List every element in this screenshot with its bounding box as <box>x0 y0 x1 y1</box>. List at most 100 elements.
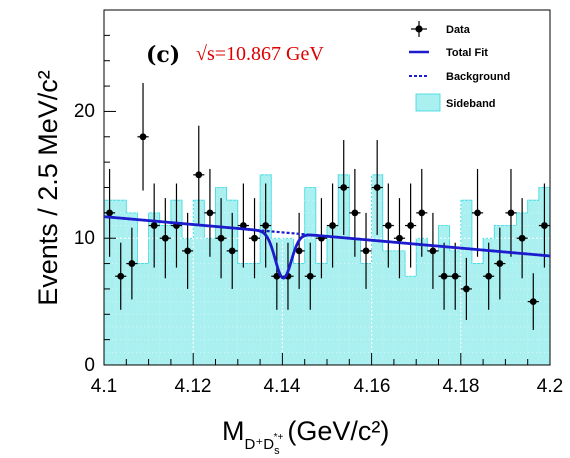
data-marker <box>206 209 214 217</box>
sideband-bar <box>170 200 183 365</box>
data-point <box>416 168 428 257</box>
x-tick-label: 4.1 <box>91 376 117 397</box>
data-point <box>405 183 417 268</box>
sideband-bar <box>516 212 528 365</box>
data-marker <box>507 209 515 217</box>
data-marker <box>529 298 537 306</box>
data-marker <box>228 247 236 255</box>
data-marker <box>329 222 336 229</box>
x-tick-label: 4.14 <box>264 376 301 397</box>
data-marker <box>150 222 158 229</box>
data-point <box>204 168 216 257</box>
sideband-bar <box>360 263 372 365</box>
sideband-bar <box>393 250 406 365</box>
sideband-bar <box>405 276 417 365</box>
data-point <box>371 140 383 235</box>
data-marker <box>184 247 192 255</box>
sideband-bar <box>104 200 116 365</box>
sideband-bar <box>248 263 261 365</box>
sideband-bar <box>349 238 361 365</box>
legend-label: Data <box>446 24 471 36</box>
x-tick-label: 4.18 <box>443 376 480 397</box>
data-point <box>248 198 261 279</box>
data-marker <box>295 247 303 255</box>
sideband-bar <box>505 225 517 365</box>
x-axis-title: MD⁺Ds *+ (GeV/c²) <box>222 416 389 457</box>
data-marker <box>195 171 203 179</box>
data-marker <box>117 272 125 280</box>
data-point <box>104 168 116 257</box>
sideband-bar <box>260 174 272 365</box>
total-fit-curve <box>103 215 551 280</box>
legend-data-marker <box>415 25 423 33</box>
data-point <box>494 227 506 300</box>
data-point <box>382 183 394 268</box>
data-marker <box>440 272 448 280</box>
data-point <box>338 140 350 235</box>
data-marker <box>474 209 481 217</box>
data-points <box>104 82 550 330</box>
data-point <box>226 212 238 289</box>
data-marker <box>384 222 392 229</box>
x-tick-label: 4.12 <box>175 376 212 397</box>
data-marker <box>161 234 169 242</box>
x-axis-title-subsup: *+ <box>274 432 284 443</box>
sideband-bar <box>148 212 160 365</box>
y-tick-label: 20 <box>74 101 95 122</box>
sideband-bar <box>193 200 205 365</box>
fit-curves <box>103 215 551 280</box>
legend-label: Background <box>446 71 510 83</box>
data-point <box>126 227 138 300</box>
legend: Data Total Fit Background Sideband <box>409 21 510 112</box>
x-axis-title-unit: (GeV/c²) <box>287 416 389 446</box>
data-marker <box>306 272 314 280</box>
x-tick-label: 4.16 <box>354 376 391 397</box>
data-marker <box>351 209 359 217</box>
sideband-bar <box>237 263 249 365</box>
data-marker <box>106 209 113 217</box>
data-point <box>215 198 227 279</box>
data-marker <box>139 133 147 141</box>
data-point <box>483 242 495 310</box>
data-point <box>505 168 517 257</box>
data-marker <box>485 272 493 280</box>
data-marker <box>451 272 459 280</box>
data-point <box>471 168 484 257</box>
sideband-bar <box>382 250 394 365</box>
data-marker <box>273 272 281 280</box>
y-tick-label: 0 <box>84 355 95 376</box>
sideband-bar <box>159 225 171 365</box>
data-point <box>449 242 461 310</box>
sideband-bar <box>416 238 428 365</box>
sideband-bar <box>371 174 383 365</box>
sideband-bar <box>427 250 439 365</box>
data-marker <box>251 234 258 242</box>
data-point <box>460 257 472 320</box>
legend-sideband-swatch <box>415 93 441 112</box>
data-point <box>137 82 149 191</box>
data-marker <box>362 247 370 255</box>
sideband-bar <box>137 263 149 365</box>
data-marker <box>462 285 470 293</box>
data-marker <box>262 222 270 229</box>
data-point <box>527 273 539 330</box>
data-marker <box>128 260 136 267</box>
sideband-bar <box>315 263 327 365</box>
data-point <box>115 242 127 310</box>
y-axis-title: Events / 2.5 MeV/c² <box>33 70 63 306</box>
sideband-bar <box>182 238 194 365</box>
panel-label: (c) <box>146 42 180 68</box>
data-point <box>304 242 316 310</box>
data-marker <box>429 247 437 255</box>
sideband-bar <box>204 238 216 365</box>
data-point <box>438 242 450 310</box>
legend-label: Sideband <box>446 98 496 110</box>
data-marker <box>340 184 348 191</box>
data-marker <box>418 209 426 217</box>
sideband-bar <box>338 174 350 365</box>
data-point <box>427 212 439 289</box>
sideband-bar <box>327 225 339 365</box>
data-point <box>393 198 406 279</box>
x-tick-label: 4.2 <box>537 376 563 397</box>
